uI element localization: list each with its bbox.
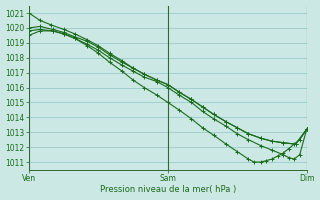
X-axis label: Pression niveau de la mer( hPa ): Pression niveau de la mer( hPa ) xyxy=(100,185,236,194)
